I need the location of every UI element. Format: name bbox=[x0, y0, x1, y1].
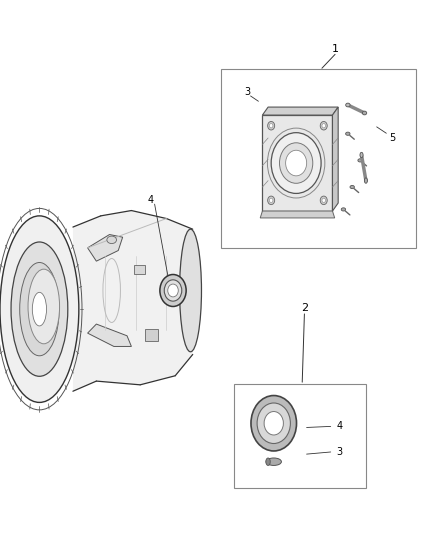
Ellipse shape bbox=[180, 229, 201, 352]
Polygon shape bbox=[73, 211, 193, 391]
Text: 3: 3 bbox=[244, 87, 251, 97]
Circle shape bbox=[264, 411, 283, 435]
Text: 1: 1 bbox=[332, 44, 339, 54]
Circle shape bbox=[251, 395, 297, 451]
Ellipse shape bbox=[360, 152, 363, 158]
Circle shape bbox=[320, 196, 327, 205]
Circle shape bbox=[268, 196, 275, 205]
Text: 2: 2 bbox=[301, 303, 308, 313]
Ellipse shape bbox=[20, 263, 59, 356]
Ellipse shape bbox=[0, 216, 79, 402]
Text: 4: 4 bbox=[336, 422, 343, 431]
Ellipse shape bbox=[32, 292, 46, 326]
Circle shape bbox=[160, 274, 186, 306]
Circle shape bbox=[268, 122, 275, 130]
Circle shape bbox=[279, 143, 313, 183]
Circle shape bbox=[269, 198, 273, 203]
Polygon shape bbox=[88, 235, 123, 261]
Circle shape bbox=[322, 198, 325, 203]
Text: 4: 4 bbox=[148, 195, 154, 205]
Polygon shape bbox=[262, 107, 338, 115]
Circle shape bbox=[168, 284, 178, 297]
Ellipse shape bbox=[350, 185, 354, 189]
Polygon shape bbox=[260, 211, 335, 218]
Bar bbox=[134, 265, 145, 274]
Circle shape bbox=[322, 124, 325, 128]
Circle shape bbox=[271, 133, 321, 193]
Text: 3: 3 bbox=[336, 447, 343, 457]
Ellipse shape bbox=[362, 111, 367, 115]
Bar bbox=[221, 69, 416, 248]
Ellipse shape bbox=[107, 236, 117, 244]
Ellipse shape bbox=[346, 103, 350, 107]
Bar bbox=[234, 384, 366, 488]
Circle shape bbox=[269, 124, 273, 128]
Polygon shape bbox=[262, 115, 332, 211]
Polygon shape bbox=[332, 107, 338, 211]
Ellipse shape bbox=[28, 269, 60, 344]
Text: 5: 5 bbox=[389, 133, 395, 142]
Ellipse shape bbox=[266, 458, 270, 465]
Ellipse shape bbox=[341, 208, 346, 211]
Polygon shape bbox=[88, 324, 131, 346]
Ellipse shape bbox=[358, 159, 362, 162]
Circle shape bbox=[320, 122, 327, 130]
Ellipse shape bbox=[11, 242, 68, 376]
Ellipse shape bbox=[346, 132, 350, 135]
Circle shape bbox=[164, 280, 182, 301]
Ellipse shape bbox=[364, 178, 367, 183]
Ellipse shape bbox=[266, 458, 281, 465]
Bar bbox=[145, 329, 158, 341]
Circle shape bbox=[286, 150, 307, 176]
Circle shape bbox=[257, 403, 290, 443]
